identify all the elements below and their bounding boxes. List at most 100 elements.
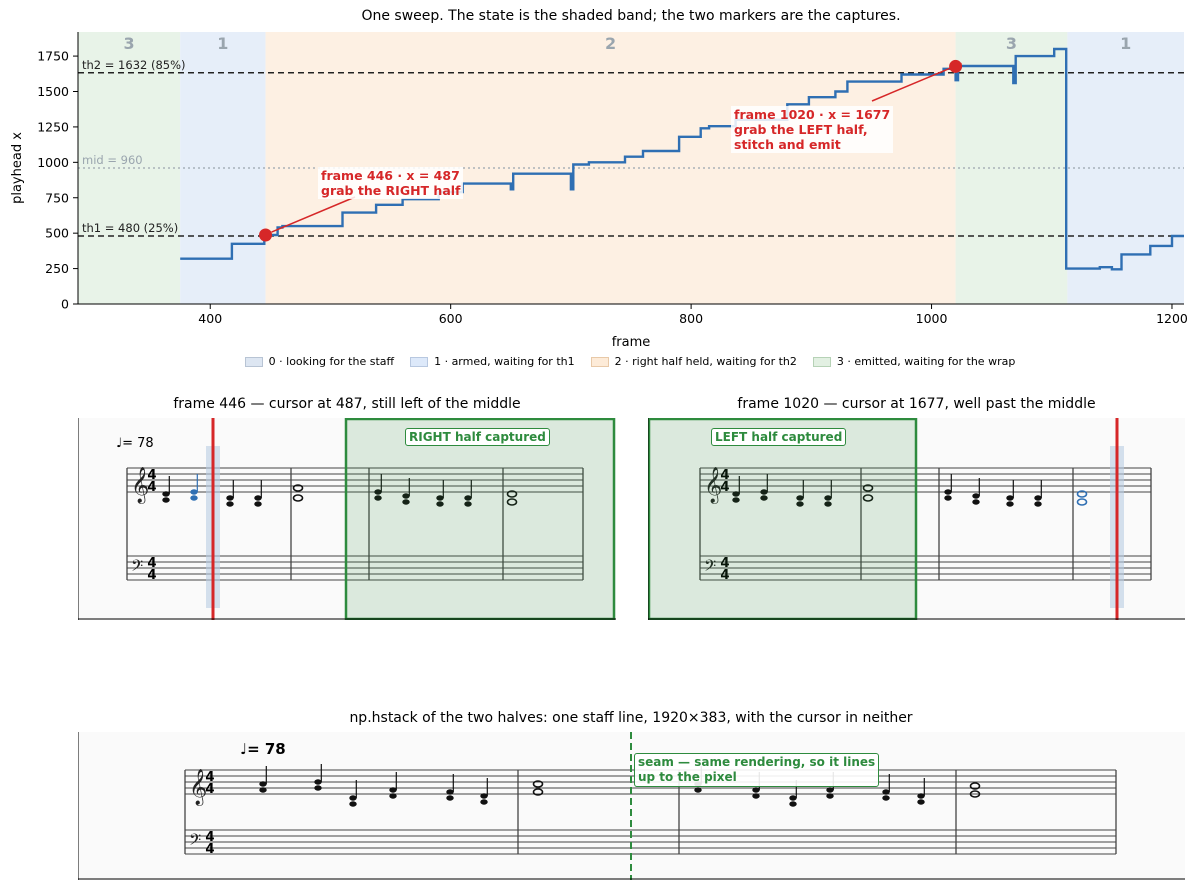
y-tick-label: 250 — [45, 261, 69, 276]
note-head — [162, 497, 170, 503]
note-head — [917, 793, 925, 799]
time-signature: 4 — [720, 556, 729, 571]
legend-swatch — [812, 356, 831, 367]
note-head — [402, 493, 410, 499]
note-head — [292, 494, 304, 502]
capture-marker — [259, 228, 273, 242]
note-head — [314, 779, 322, 785]
x-tick-label: 1200 — [1156, 311, 1188, 326]
x-tick-label: 600 — [439, 311, 463, 326]
legend-swatch — [410, 356, 429, 367]
y-axis-label: playhead x — [10, 132, 25, 204]
y-tick-label: 0 — [61, 297, 69, 312]
seam-annotation-line-2: up to the pixel — [638, 770, 737, 784]
time-signature: 4 — [205, 830, 214, 845]
note-head — [760, 495, 768, 501]
time-signature: 4 — [205, 842, 214, 857]
legend-item: 0 · looking for the staff — [244, 355, 394, 368]
note-head — [464, 501, 472, 507]
note-head — [972, 499, 980, 505]
note-head — [349, 795, 357, 801]
note-head — [1076, 490, 1088, 498]
annotation-arrow — [271, 196, 356, 233]
note-head — [917, 799, 925, 805]
note-head — [349, 801, 357, 807]
note-head — [1034, 501, 1042, 507]
note-head — [402, 499, 410, 505]
treble-clef-icon: 𝄞 — [704, 467, 722, 504]
legend-label: 1 · armed, waiting for th1 — [434, 355, 575, 368]
note-head — [190, 495, 198, 501]
time-signature: 4 — [720, 480, 729, 495]
capture-annotation-2: frame 1020 · x = 1677 grab the LEFT half… — [731, 106, 894, 153]
treble-clef-icon: 𝄞 — [131, 467, 149, 504]
note-head — [789, 795, 797, 801]
chart-legend: 0 · looking for the staff 1 · armed, wai… — [0, 355, 1200, 368]
note-head — [752, 793, 760, 799]
note-head — [760, 489, 768, 495]
y-tick-label: 750 — [45, 190, 69, 205]
x-axis-label: frame — [612, 335, 651, 350]
x-ticks: 400 600 800 1000 1200 — [198, 304, 1188, 326]
time-signature: 4 — [147, 556, 156, 571]
note-head — [694, 787, 702, 793]
chart-title: One sweep. The state is the shaded band;… — [361, 8, 901, 24]
time-signature: 4 — [147, 468, 156, 483]
note-head — [446, 795, 454, 801]
note-head — [532, 788, 544, 796]
capture-annotation-1: frame 446 · x = 487 grab the RIGHT half — [318, 167, 464, 199]
capture-marker — [949, 59, 963, 73]
note-head — [882, 795, 890, 801]
bass-clef-icon: 𝄢 — [131, 556, 143, 579]
state-band-label: 1 — [217, 34, 228, 53]
threshold-label: mid = 960 — [82, 153, 143, 167]
state-band-label: 3 — [1006, 34, 1017, 53]
threshold-label: th2 = 1632 (85%) — [82, 58, 186, 72]
note-head — [314, 785, 322, 791]
note-head — [1006, 495, 1014, 501]
note-head — [190, 489, 198, 495]
y-tick-label: 500 — [45, 226, 69, 241]
right-panel-title: frame 1020 — cursor at 1677, well past t… — [737, 396, 1096, 412]
threshold-label: th1 = 480 (25%) — [82, 221, 178, 235]
note-head — [389, 787, 397, 793]
time-signature: 4 — [147, 480, 156, 495]
x-tick-label: 400 — [198, 311, 222, 326]
note-head — [862, 484, 874, 492]
legend-label: 3 · emitted, waiting for the wrap — [836, 355, 1016, 368]
note-head — [1034, 495, 1042, 501]
bass-clef-icon: 𝄢 — [704, 556, 716, 579]
seam-annotation: seam — same rendering, so it lines up to… — [634, 753, 880, 787]
note-head — [826, 793, 834, 799]
note-head — [796, 501, 804, 507]
note-head — [436, 495, 444, 501]
note-head — [826, 787, 834, 793]
annotation-arrow — [871, 62, 962, 102]
legend-item: 1 · armed, waiting for th1 — [410, 355, 575, 368]
left-panel-title: frame 446 — cursor at 487, still left of… — [173, 396, 521, 412]
right-half-captured-badge: RIGHT half captured — [405, 428, 550, 446]
legend-item: 3 · emitted, waiting for the wrap — [812, 355, 1016, 368]
note-head — [732, 497, 740, 503]
note-head — [292, 484, 304, 492]
tempo-mark: ♩= 78 — [240, 740, 286, 758]
note-head — [532, 780, 544, 788]
legend-label: 2 · right half held, waiting for th2 — [614, 355, 797, 368]
note-head — [389, 793, 397, 799]
y-tick-label: 1000 — [37, 155, 69, 170]
y-tick-label: 1500 — [37, 84, 69, 99]
capture-markers — [259, 59, 963, 242]
time-signature: 4 — [720, 568, 729, 583]
playhead-series-line — [180, 47, 1184, 271]
note-head — [732, 491, 740, 497]
seam-annotation-line-1: seam — same rendering, so it lines — [638, 755, 876, 769]
note-head — [1076, 498, 1088, 506]
note-head — [259, 781, 267, 787]
time-signature: 4 — [205, 782, 214, 797]
y-tick-label: 1250 — [37, 119, 69, 134]
note-head — [436, 501, 444, 507]
bottom-panel-title: np.hstack of the two halves: one staff l… — [349, 710, 913, 726]
